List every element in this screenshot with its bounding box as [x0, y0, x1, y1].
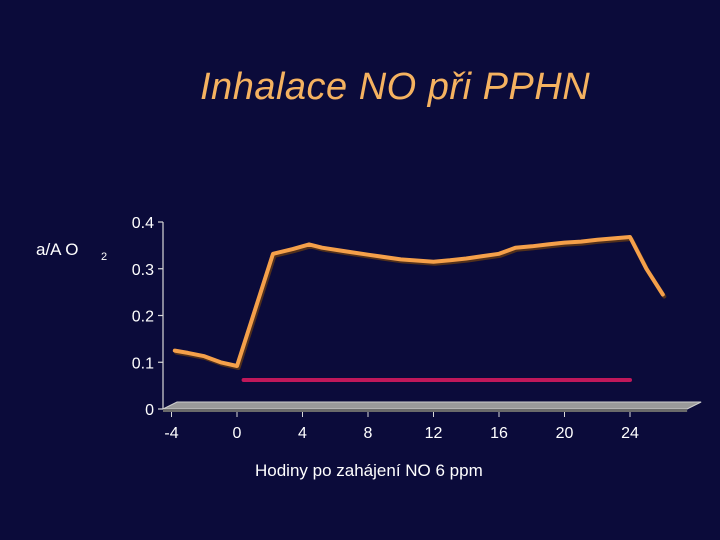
y-axis-label-subscript: 2	[101, 251, 108, 263]
x-tick-label: 0	[233, 425, 242, 442]
x-tick-label: 8	[364, 425, 373, 442]
y-tick-label: 0.3	[132, 262, 154, 279]
x-tick-label: 24	[621, 425, 639, 442]
x-tick-label: 20	[556, 425, 574, 442]
chart-floor	[162, 401, 702, 417]
series-0-line	[172, 235, 665, 368]
y-tick-label: 0.1	[132, 355, 154, 372]
x-tick-labels: -4 0 4 8 12 16 20 24	[164, 425, 639, 442]
y-tick-label: 0.2	[132, 309, 154, 326]
x-axis-label: Hodiny po zahájení NO 6 ppm	[255, 461, 483, 480]
floor-top	[162, 401, 702, 410]
x-tick-label: 4	[298, 425, 307, 442]
x-tick-label: 12	[425, 425, 443, 442]
y-tick-label: 0.4	[132, 215, 154, 232]
floor-edge	[163, 409, 688, 412]
x-tick-label: -4	[164, 425, 178, 442]
chart-series	[172, 235, 667, 382]
y-axis-label: a/A O	[36, 240, 79, 259]
y-tick-label: 0	[145, 402, 154, 419]
x-tick-label: 16	[490, 425, 508, 442]
y-tick-labels: 0 0.1 0.2 0.3 0.4	[132, 215, 154, 419]
series-0-shadow	[174, 237, 667, 370]
chart-axes	[158, 221, 164, 410]
slide-title: Inhalace NO při PPHN	[200, 66, 591, 108]
